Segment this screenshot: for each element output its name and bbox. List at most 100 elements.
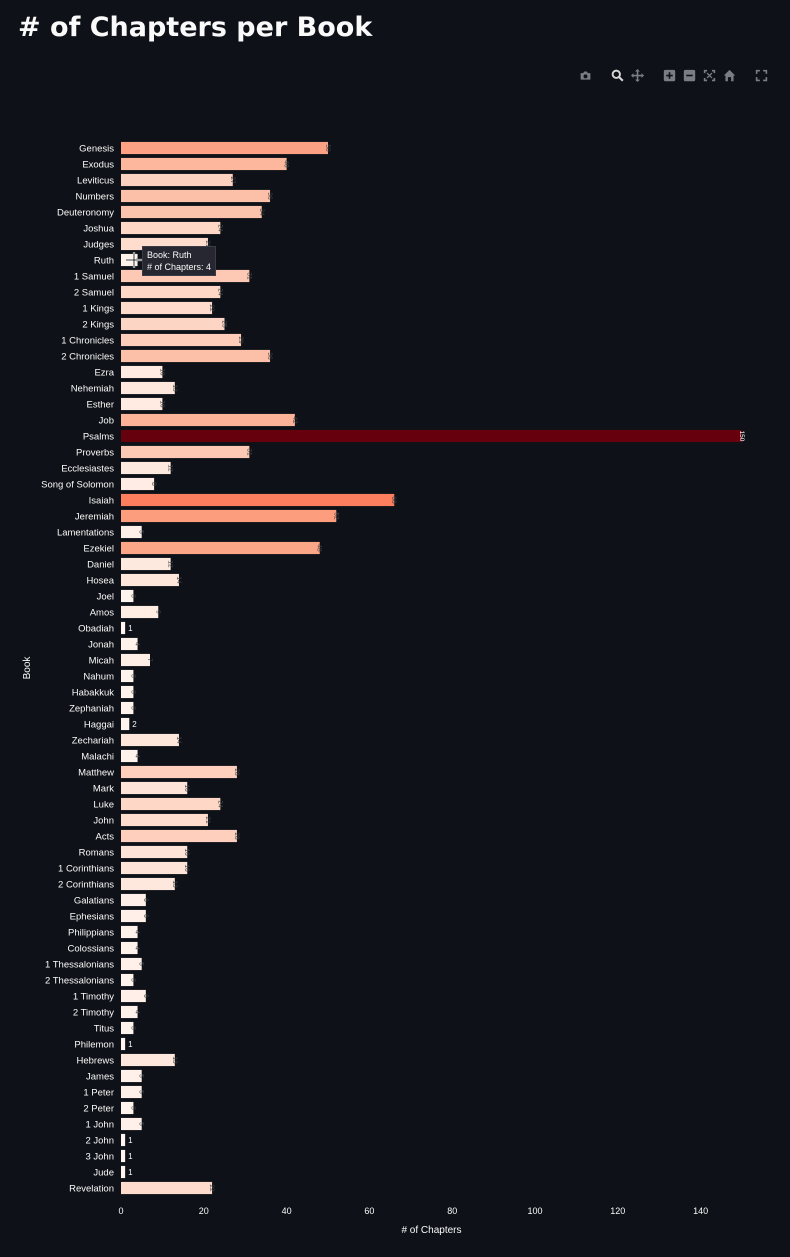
bar[interactable] <box>121 141 328 155</box>
bar[interactable] <box>121 653 150 667</box>
bar[interactable] <box>121 413 295 427</box>
x-tick-label: 120 <box>610 1206 625 1216</box>
bar[interactable] <box>121 573 179 587</box>
bar[interactable] <box>121 349 271 363</box>
bar[interactable] <box>121 605 159 619</box>
bar[interactable] <box>121 221 221 235</box>
bar[interactable] <box>121 1101 134 1115</box>
bar[interactable] <box>121 813 208 827</box>
bar[interactable] <box>121 669 134 683</box>
bar[interactable] <box>121 461 171 475</box>
y-tick-label: Hebrews <box>77 1055 115 1066</box>
bar[interactable] <box>121 637 138 651</box>
bar[interactable] <box>121 1117 142 1131</box>
bar[interactable] <box>121 557 171 571</box>
data-label: 14 <box>175 736 182 744</box>
bar[interactable] <box>121 541 320 555</box>
y-tick-label: Jeremiah <box>75 511 114 522</box>
fullscreen-icon[interactable] <box>754 68 768 82</box>
data-label: 5 <box>138 962 145 966</box>
bar[interactable] <box>121 1037 126 1051</box>
bar[interactable] <box>121 1181 213 1195</box>
bar[interactable] <box>121 1005 138 1019</box>
data-label: 2 <box>132 720 137 729</box>
bar[interactable] <box>121 317 225 331</box>
data-label: 6 <box>142 914 149 918</box>
bar[interactable] <box>121 493 395 507</box>
x-tick-label: 140 <box>693 1206 708 1216</box>
y-tick-label: Leviticus <box>77 175 114 186</box>
bar[interactable] <box>121 621 126 635</box>
autoscale-icon[interactable] <box>702 68 716 82</box>
bar[interactable] <box>121 509 337 523</box>
zoom-icon[interactable] <box>610 68 624 82</box>
data-label: 50 <box>324 144 331 152</box>
bar[interactable] <box>121 1149 126 1163</box>
y-tick-label: 2 Thessalonians <box>45 975 114 986</box>
bar[interactable] <box>121 749 138 763</box>
bar[interactable] <box>121 429 742 443</box>
bar[interactable] <box>121 733 179 747</box>
bar[interactable] <box>121 1085 142 1099</box>
zoom-in-icon[interactable] <box>662 68 676 82</box>
data-label: 52 <box>332 512 339 520</box>
bar[interactable] <box>121 765 237 779</box>
bar[interactable] <box>121 1133 126 1147</box>
bar[interactable] <box>121 477 155 491</box>
y-tick-label: Nahum <box>83 671 114 682</box>
bar[interactable] <box>121 989 146 1003</box>
data-label: 10 <box>158 400 165 408</box>
bar[interactable] <box>121 941 138 955</box>
bar[interactable] <box>121 893 146 907</box>
bar[interactable] <box>121 685 134 699</box>
bar[interactable] <box>121 909 146 923</box>
bar[interactable] <box>121 157 287 171</box>
x-axis-title: # of Chapters <box>401 1225 461 1236</box>
pan-icon[interactable] <box>630 68 644 82</box>
bar[interactable] <box>121 973 134 987</box>
y-tick-label: Numbers <box>75 191 114 202</box>
bar[interactable] <box>121 1165 126 1179</box>
data-label: 3 <box>129 690 136 694</box>
bar[interactable] <box>121 205 262 219</box>
bar[interactable] <box>121 173 233 187</box>
bar[interactable] <box>121 845 188 859</box>
bar[interactable] <box>121 333 242 347</box>
y-tick-label: Jonah <box>88 639 114 650</box>
bar[interactable] <box>121 365 163 379</box>
bar[interactable] <box>121 445 250 459</box>
y-tick-label: Micah <box>89 655 114 666</box>
data-label: 3 <box>129 594 136 598</box>
y-tick-label: Zephaniah <box>69 703 114 714</box>
bar[interactable] <box>121 381 175 395</box>
y-tick-label: Ruth <box>94 255 114 266</box>
data-label: 40 <box>283 160 290 168</box>
bar[interactable] <box>121 189 271 203</box>
home-icon[interactable] <box>722 68 736 82</box>
y-tick-label: 2 Kings <box>82 319 114 330</box>
camera-icon[interactable] <box>578 68 592 82</box>
bar[interactable] <box>121 925 138 939</box>
bar[interactable] <box>121 525 142 539</box>
data-label: 1 <box>128 624 133 633</box>
bar[interactable] <box>121 701 134 715</box>
y-tick-label: 1 Thessalonians <box>45 959 114 970</box>
bar[interactable] <box>121 1069 142 1083</box>
bar[interactable] <box>121 829 237 843</box>
bar[interactable] <box>121 285 221 299</box>
bar[interactable] <box>121 301 213 315</box>
bar[interactable] <box>121 957 142 971</box>
y-tick-label: Judges <box>83 239 114 250</box>
bar[interactable] <box>121 781 188 795</box>
bar[interactable] <box>121 589 134 603</box>
bar[interactable] <box>121 1053 175 1067</box>
bar[interactable] <box>121 397 163 411</box>
bar[interactable] <box>121 861 188 875</box>
bar[interactable] <box>121 797 221 811</box>
bar[interactable] <box>121 877 175 891</box>
y-tick-label: Genesis <box>79 143 114 154</box>
bar[interactable] <box>121 1021 134 1035</box>
bar[interactable] <box>121 717 130 731</box>
zoom-out-icon[interactable] <box>682 68 696 82</box>
